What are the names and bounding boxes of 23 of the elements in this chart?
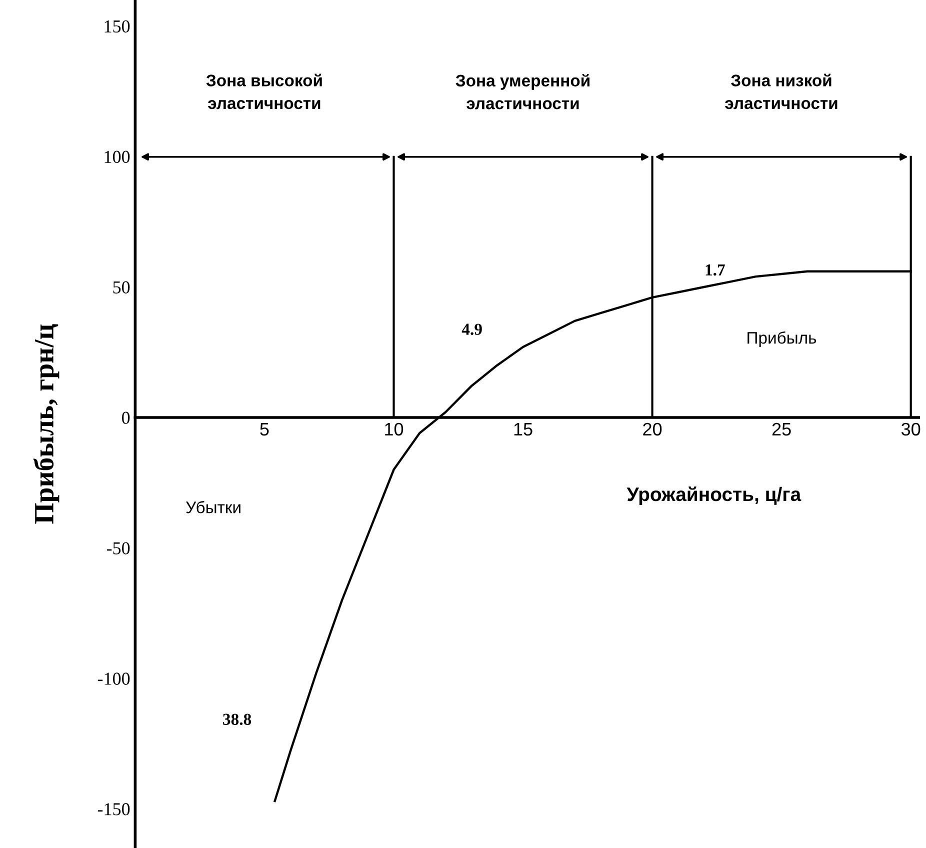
annotation: 1.7 xyxy=(706,264,725,276)
annotation: 4.9 xyxy=(462,324,482,335)
y-tick-label: -50 xyxy=(106,542,130,554)
annotation: Убытки xyxy=(186,500,240,514)
x-axis-title: Урожайность, ц/га xyxy=(626,486,802,506)
y-tick-label: 0 xyxy=(122,412,130,424)
annotation: Прибыль xyxy=(748,331,816,348)
annotation: Зона высокой эластичности xyxy=(206,74,322,110)
x-tick-label: 5 xyxy=(260,423,269,436)
x-tick-label: 15 xyxy=(514,423,532,436)
x-tick-label: 30 xyxy=(901,422,920,436)
y-tick-label: -150 xyxy=(98,803,130,816)
y-tick-label: -100 xyxy=(98,672,130,685)
x-tick-label: 10 xyxy=(385,422,404,436)
y-tick-label: 100 xyxy=(104,150,130,163)
y-axis-title: Прибыль, грн/ц xyxy=(33,324,60,524)
annotation: Зона низкой эластичности xyxy=(725,74,838,110)
x-tick-label: 20 xyxy=(643,422,662,436)
y-tick-label: 50 xyxy=(113,281,130,294)
y-tick-label: 150 xyxy=(104,20,130,33)
x-tick-label: 25 xyxy=(772,422,791,436)
annotation: Зона умеренной эластичности xyxy=(456,74,590,110)
annotation: 38.8 xyxy=(223,714,252,726)
